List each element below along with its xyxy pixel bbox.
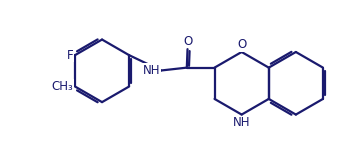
Text: CH₃: CH₃ [51,80,73,93]
Text: O: O [183,35,192,48]
Text: F: F [66,49,73,62]
Text: NH: NH [143,64,160,77]
Text: NH: NH [233,116,250,129]
Text: O: O [237,38,246,51]
